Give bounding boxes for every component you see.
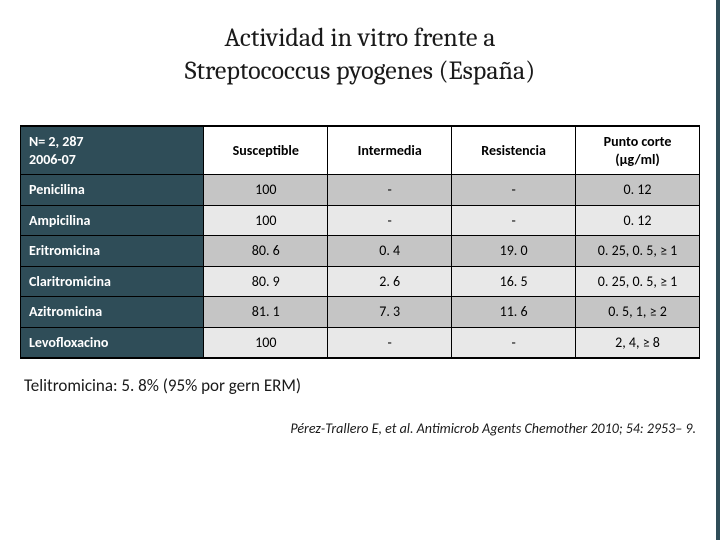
table-header-row: N= 2, 287 2006-07 Susceptible Intermedia…: [21, 126, 700, 175]
table-row: Penicilina 100 - - 0. 12: [21, 175, 700, 206]
cell: 0. 5, 1, ≥ 2: [576, 297, 700, 328]
row-label: Ampicilina: [21, 205, 204, 236]
table-col-header: Resistencia: [452, 126, 576, 175]
cell: -: [452, 175, 576, 206]
cell: 0. 25, 0. 5, ≥ 1: [576, 266, 700, 297]
row-label: Claritromicina: [21, 266, 204, 297]
cell: 11. 6: [452, 297, 576, 328]
cell: 0. 25, 0. 5, ≥ 1: [576, 236, 700, 267]
row-label: Eritromicina: [21, 236, 204, 267]
cell: 81. 1: [204, 297, 328, 328]
cell: 100: [204, 175, 328, 206]
row-label: Levofloxacino: [21, 327, 204, 358]
table-row: Eritromicina 80. 6 0. 4 19. 0 0. 25, 0. …: [21, 236, 700, 267]
cell: 100: [204, 327, 328, 358]
cell: 19. 0: [452, 236, 576, 267]
table-col-header: Punto corte (µg/ml): [576, 126, 700, 175]
title-line-2: Streptococcus pyogenes (España): [185, 56, 535, 86]
cell: 2, 4, ≥ 8: [576, 327, 700, 358]
footnote-telitromicina: Telitromicina: 5. 8% (95% por gern ERM): [24, 375, 696, 396]
citation: Pérez-Trallero E, et al. Antimicrob Agen…: [24, 420, 696, 437]
right-edge-accent: [716, 0, 720, 540]
cell: 100: [204, 205, 328, 236]
cell: -: [328, 327, 452, 358]
slide-title: Actividad in vitro frente a Streptococcu…: [20, 22, 700, 87]
cell: 80. 9: [204, 266, 328, 297]
row-label: Penicilina: [21, 175, 204, 206]
cell: -: [328, 175, 452, 206]
table-row: Azitromicina 81. 1 7. 3 11. 6 0. 5, 1, ≥…: [21, 297, 700, 328]
cell: 0. 12: [576, 205, 700, 236]
table-row: Ampicilina 100 - - 0. 12: [21, 205, 700, 236]
cell: 7. 3: [328, 297, 452, 328]
cell: 80. 6: [204, 236, 328, 267]
table-row: Claritromicina 80. 9 2. 6 16. 5 0. 25, 0…: [21, 266, 700, 297]
title-line-1: Actividad in vitro frente a: [225, 23, 496, 53]
cell: -: [328, 205, 452, 236]
cell: -: [452, 327, 576, 358]
cell: 2. 6: [328, 266, 452, 297]
cell: 16. 5: [452, 266, 576, 297]
table-body: Penicilina 100 - - 0. 12 Ampicilina 100 …: [21, 175, 700, 359]
table-col-header: Susceptible: [204, 126, 328, 175]
slide: Actividad in vitro frente a Streptococcu…: [0, 0, 720, 540]
cell: 0. 12: [576, 175, 700, 206]
row-label: Azitromicina: [21, 297, 204, 328]
cell: -: [452, 205, 576, 236]
susceptibility-table: N= 2, 287 2006-07 Susceptible Intermedia…: [20, 125, 700, 359]
cell: 0. 4: [328, 236, 452, 267]
table-row: Levofloxacino 100 - - 2, 4, ≥ 8: [21, 327, 700, 358]
table-col-header: Intermedia: [328, 126, 452, 175]
table-corner-header: N= 2, 287 2006-07: [21, 126, 204, 175]
